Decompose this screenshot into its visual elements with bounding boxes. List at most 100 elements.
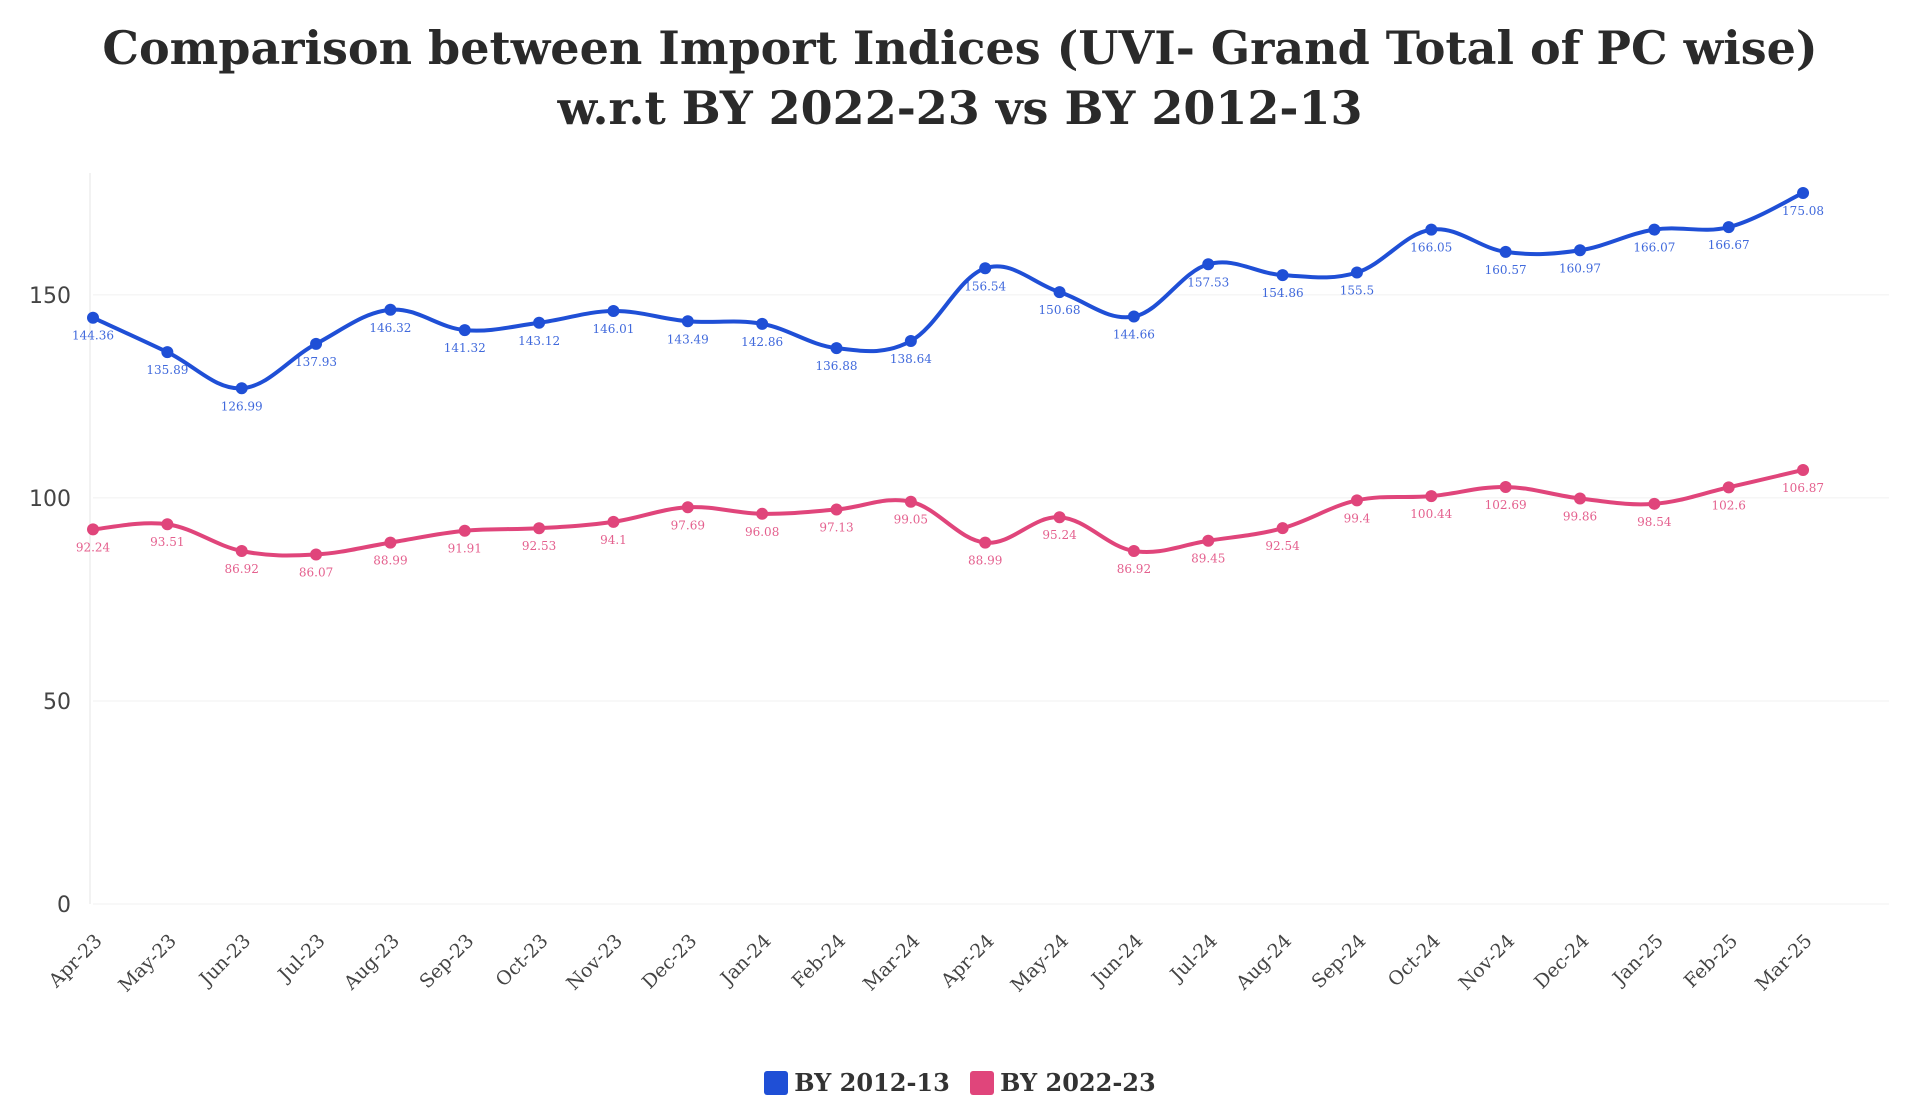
x-tick-label: Oct-23 xyxy=(492,930,553,991)
data-label: 136.88 xyxy=(816,359,858,373)
data-label: 97.69 xyxy=(671,518,705,532)
y-tick-label: 150 xyxy=(29,284,71,309)
x-tick-label: Mar-25 xyxy=(1751,930,1816,995)
x-tick-label: Jun-24 xyxy=(1086,930,1147,991)
data-label: 154.86 xyxy=(1262,286,1304,300)
data-label: 150.68 xyxy=(1039,303,1081,317)
data-label: 160.57 xyxy=(1485,263,1527,277)
data-label: 157.53 xyxy=(1187,275,1229,289)
data-label: 97.13 xyxy=(819,521,853,535)
data-label: 143.49 xyxy=(667,332,709,346)
data-point xyxy=(1574,244,1586,257)
data-point xyxy=(904,334,917,347)
data-label: 88.99 xyxy=(373,554,407,568)
data-label: 100.44 xyxy=(1410,507,1452,521)
data-point xyxy=(681,315,694,328)
data-label: 142.86 xyxy=(741,335,783,349)
data-label: 160.97 xyxy=(1559,261,1601,275)
data-point xyxy=(1425,223,1438,236)
legend: BY 2012-13 BY 2022-23 xyxy=(0,1068,1920,1101)
data-label: 126.99 xyxy=(221,399,263,413)
series-line-by-2012-13 xyxy=(92,191,1804,391)
data-label: 89.45 xyxy=(1191,552,1225,566)
data-point xyxy=(756,507,769,520)
data-label: 144.66 xyxy=(1113,328,1155,342)
data-point xyxy=(161,518,174,531)
x-tick-label: Feb-24 xyxy=(788,930,850,992)
x-tick-label: Nov-24 xyxy=(1455,930,1520,995)
x-tick-label: Nov-23 xyxy=(562,930,627,995)
data-label: 155.5 xyxy=(1340,283,1374,297)
data-point xyxy=(310,337,323,350)
y-tick-label: 100 xyxy=(29,487,71,512)
data-point xyxy=(1127,545,1140,558)
data-point xyxy=(1722,221,1735,234)
legend-swatch-pink xyxy=(970,1070,995,1095)
x-tick-label: Mar-24 xyxy=(859,930,924,995)
x-tick-label: Jan-24 xyxy=(715,930,776,991)
data-label: 143.12 xyxy=(518,334,560,348)
data-label: 86.92 xyxy=(225,562,259,576)
legend-label: BY 2022-23 xyxy=(1000,1068,1156,1097)
data-point xyxy=(235,545,248,558)
data-label: 146.01 xyxy=(592,322,634,336)
data-point xyxy=(1202,258,1215,271)
x-tick-label: Jun-23 xyxy=(194,930,255,991)
data-label: 137.93 xyxy=(295,355,337,369)
x-tick-label: Dec-24 xyxy=(1530,930,1593,993)
x-tick-label: Sep-23 xyxy=(415,930,478,993)
chart-title-line-1: Comparison between Import Indices (UVI- … xyxy=(102,21,1818,75)
x-tick-label: May-24 xyxy=(1007,930,1074,997)
data-point xyxy=(1276,269,1289,282)
data-point xyxy=(87,523,99,536)
legend-label: BY 2012-13 xyxy=(794,1068,950,1097)
y-tick-label: 50 xyxy=(43,690,71,715)
data-point xyxy=(681,501,694,514)
chart-title: Comparison between Import Indices (UVI- … xyxy=(0,18,1920,138)
data-point xyxy=(1797,186,1810,199)
data-point xyxy=(1425,490,1438,503)
data-label: 156.54 xyxy=(964,279,1006,293)
data-point xyxy=(1276,522,1289,535)
data-label: 92.24 xyxy=(76,540,111,554)
x-tick-label: Oct-24 xyxy=(1384,930,1445,991)
data-label: 166.05 xyxy=(1410,241,1452,255)
data-point xyxy=(756,317,769,330)
chart-title-line-2: w.r.t BY 2022-23 vs BY 2012-13 xyxy=(557,81,1363,135)
data-point xyxy=(1574,492,1586,505)
data-label: 96.08 xyxy=(745,525,779,539)
data-label: 88.99 xyxy=(968,554,1002,568)
data-point xyxy=(979,536,992,549)
data-label: 175.08 xyxy=(1782,204,1824,218)
data-label: 166.07 xyxy=(1633,241,1675,255)
data-label: 93.51 xyxy=(150,535,184,549)
data-point xyxy=(1350,266,1363,279)
data-point xyxy=(235,382,248,395)
x-tick-label: Jan-25 xyxy=(1607,930,1668,991)
data-label: 98.54 xyxy=(1637,515,1672,529)
legend-swatch-blue xyxy=(764,1070,789,1095)
data-point xyxy=(458,524,471,537)
data-point xyxy=(1648,497,1661,510)
data-point xyxy=(830,342,843,355)
data-point xyxy=(607,305,620,318)
data-label: 91.91 xyxy=(448,542,482,556)
data-point xyxy=(1202,534,1215,547)
data-label: 99.86 xyxy=(1563,509,1597,523)
data-point xyxy=(458,324,471,337)
x-tick-label: Sep-24 xyxy=(1308,930,1371,993)
data-label: 86.07 xyxy=(299,565,333,579)
data-point xyxy=(607,515,620,528)
data-point xyxy=(1797,463,1810,476)
data-label: 92.54 xyxy=(1265,539,1300,553)
legend-item-by-2022-23[interactable]: BY 2022-23 xyxy=(970,1068,1156,1097)
data-label: 99.4 xyxy=(1344,511,1371,525)
x-tick-label: Aug-24 xyxy=(1231,930,1296,995)
data-point xyxy=(384,536,397,549)
data-point xyxy=(904,495,917,508)
data-point xyxy=(830,503,843,516)
x-tick-label: May-23 xyxy=(114,930,181,997)
legend-item-by-2012-13[interactable]: BY 2012-13 xyxy=(764,1068,950,1097)
data-label: 146.32 xyxy=(369,321,411,335)
